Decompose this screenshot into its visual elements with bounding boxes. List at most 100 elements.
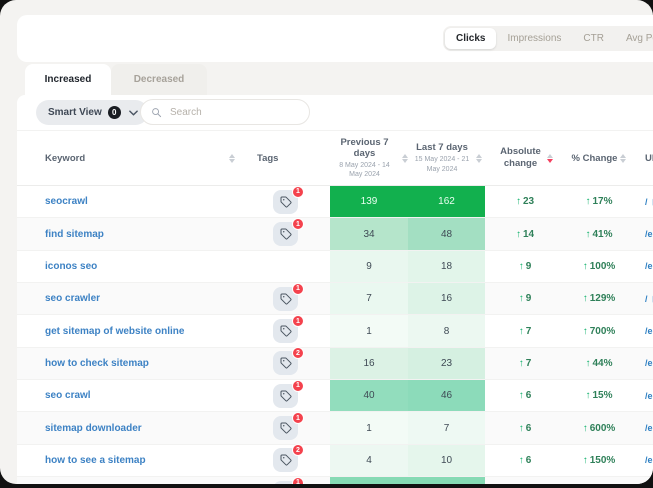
tag-count-badge: 1	[292, 412, 304, 424]
tags-cell: 1	[241, 380, 330, 411]
url-link[interactable]: /en/	[633, 445, 653, 476]
url-link[interactable]	[633, 477, 653, 484]
tag-icon	[280, 293, 292, 305]
keyword-link[interactable]: find sitemap	[17, 218, 241, 249]
tag-button[interactable]: 1	[273, 481, 298, 484]
last-value-cell: 10	[408, 445, 485, 476]
table-header: Keyword Tags Previous 7 days 8 May 2024 …	[17, 130, 653, 186]
url-link[interactable]: /en/	[633, 412, 653, 443]
sort-last-icon[interactable]	[476, 154, 482, 163]
last-value-cell: 18	[408, 251, 485, 282]
tag-count-badge: 2	[292, 444, 304, 456]
previous-value-cell	[330, 477, 408, 484]
percent-change-cell: ↑100%	[565, 251, 633, 282]
keyword-link[interactable]: seo crawler	[17, 283, 241, 314]
search-input[interactable]	[168, 106, 292, 119]
previous-value-cell: 4	[330, 445, 408, 476]
previous-value-cell: 139	[330, 186, 408, 217]
tag-button[interactable]: 2	[273, 448, 298, 472]
up-arrow-icon: ↑	[585, 358, 590, 369]
table-row: 1 ↑ ↑	[17, 477, 653, 484]
tag-button[interactable]: 1	[273, 190, 298, 214]
sort-absolute-change-icon[interactable]	[547, 154, 553, 163]
percent-change-cell: ↑15%	[565, 380, 633, 411]
previous-value-cell: 1	[330, 412, 408, 443]
tab-ctr[interactable]: CTR	[572, 28, 615, 49]
url-link[interactable]: /en/	[633, 218, 653, 249]
up-arrow-icon: ↑	[519, 261, 524, 272]
percent-change-cell: ↑17%	[565, 186, 633, 217]
sort-pct-change-icon[interactable]	[620, 154, 626, 163]
tag-button[interactable]: 1	[273, 222, 298, 246]
keyword-link[interactable]: iconos seo	[17, 251, 241, 282]
keyword-link[interactable]: get sitemap of website online	[17, 315, 241, 346]
url-link[interactable]: /	[633, 283, 653, 314]
last-value-cell	[408, 477, 485, 484]
tag-button[interactable]: 1	[273, 319, 298, 343]
last-value-cell: 23	[408, 348, 485, 379]
last-value-cell: 48	[408, 218, 485, 249]
tag-button[interactable]: 1	[273, 416, 298, 440]
keyword-link[interactable]: how to check sitemap	[17, 348, 241, 379]
last-value-cell: 46	[408, 380, 485, 411]
percent-change-cell: ↑600%	[565, 412, 633, 443]
tab-clicks[interactable]: Clicks	[445, 28, 496, 49]
percent-change-cell: ↑129%	[565, 283, 633, 314]
absolute-change-cell: ↑14	[485, 218, 565, 249]
column-pct-change: % Change	[565, 131, 633, 185]
smart-view-dropdown[interactable]: Smart View 0	[36, 100, 148, 125]
absolute-change-cell: ↑6	[485, 412, 565, 443]
url-link[interactable]: /	[633, 186, 653, 217]
tab-impressions[interactable]: Impressions	[496, 28, 572, 49]
tag-icon	[280, 228, 292, 240]
table-row: iconos seo 9 18 ↑9 ↑100% /em	[17, 251, 653, 283]
table-body: seocrawl 1 139 162 ↑23 ↑17% / find sitem…	[17, 186, 653, 484]
keyword-link[interactable]: seo crawl	[17, 380, 241, 411]
tag-count-badge: 1	[292, 283, 304, 295]
smart-view-count-badge: 0	[108, 106, 121, 119]
table-row: find sitemap 1 34 48 ↑14 ↑41% /en/	[17, 218, 653, 250]
url-link[interactable]: /en/	[633, 380, 653, 411]
tag-button[interactable]: 1	[273, 287, 298, 311]
up-arrow-icon: ↑	[583, 423, 588, 434]
previous-value-cell: 34	[330, 218, 408, 249]
absolute-change-cell: ↑6	[485, 445, 565, 476]
tag-button[interactable]: 2	[273, 351, 298, 375]
tab-decreased[interactable]: Decreased	[111, 64, 207, 95]
up-arrow-icon: ↑	[519, 358, 524, 369]
previous-value-cell: 16	[330, 348, 408, 379]
absolute-change-cell: ↑	[485, 477, 565, 484]
tab-increased[interactable]: Increased	[25, 64, 111, 95]
tags-cell	[241, 251, 330, 282]
keyword-link[interactable]: sitemap downloader	[17, 412, 241, 443]
tag-icon	[280, 357, 292, 369]
url-link[interactable]: /em	[633, 251, 653, 282]
tab-avg-position[interactable]: Avg Position	[615, 28, 653, 49]
url-link[interactable]: /en/	[633, 348, 653, 379]
tag-button[interactable]: 1	[273, 384, 298, 408]
up-arrow-icon: ↑	[516, 229, 521, 240]
table-row: seo crawler 1 7 16 ↑9 ↑129% /	[17, 283, 653, 315]
tag-count-badge: 2	[292, 347, 304, 359]
sort-keyword-icon[interactable]	[229, 154, 235, 163]
last-value-cell: 16	[408, 283, 485, 314]
tags-cell: 1	[241, 315, 330, 346]
tags-cell: 2	[241, 348, 330, 379]
keyword-link[interactable]: how to see a sitemap	[17, 445, 241, 476]
tags-cell: 1	[241, 186, 330, 217]
up-arrow-icon: ↑	[519, 326, 524, 337]
absolute-change-cell: ↑23	[485, 186, 565, 217]
tag-icon	[280, 325, 292, 337]
url-link[interactable]: /en/	[633, 315, 653, 346]
keyword-link[interactable]: seocrawl	[17, 186, 241, 217]
table-row: sitemap downloader 1 1 7 ↑6 ↑600% /en/	[17, 412, 653, 444]
metric-segmented-control: Clicks Impressions CTR Avg Position	[443, 26, 653, 51]
last-value-cell: 8	[408, 315, 485, 346]
tag-icon	[280, 422, 292, 434]
absolute-change-cell: ↑7	[485, 348, 565, 379]
keyword-link[interactable]	[17, 477, 241, 484]
column-absolute-change: Absolute change	[485, 131, 565, 185]
up-arrow-icon: ↑	[519, 293, 524, 304]
absolute-change-cell: ↑6	[485, 380, 565, 411]
smart-view-label: Smart View	[48, 107, 102, 118]
